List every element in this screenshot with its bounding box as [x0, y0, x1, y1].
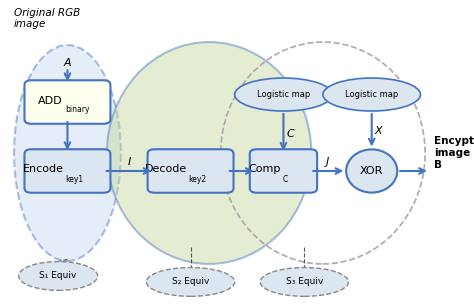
- Text: S₂ Equiv: S₂ Equiv: [172, 278, 209, 286]
- FancyBboxPatch shape: [25, 80, 110, 124]
- Text: A: A: [64, 58, 71, 68]
- Ellipse shape: [14, 45, 121, 261]
- FancyBboxPatch shape: [147, 149, 234, 193]
- Text: Encypted
image
B: Encypted image B: [434, 136, 474, 170]
- Ellipse shape: [235, 78, 332, 111]
- Text: S₁ Equiv: S₁ Equiv: [39, 271, 77, 281]
- Text: C: C: [287, 129, 294, 139]
- FancyBboxPatch shape: [250, 149, 317, 193]
- Text: binary: binary: [65, 105, 90, 114]
- FancyBboxPatch shape: [25, 149, 110, 193]
- Ellipse shape: [323, 78, 420, 111]
- Text: XOR: XOR: [360, 166, 383, 176]
- Ellipse shape: [107, 42, 311, 264]
- Ellipse shape: [260, 267, 348, 296]
- Text: key2: key2: [188, 175, 206, 184]
- Ellipse shape: [146, 267, 235, 296]
- Ellipse shape: [346, 149, 397, 192]
- Text: J: J: [326, 157, 329, 167]
- Text: X: X: [375, 125, 383, 136]
- Text: Encode: Encode: [23, 165, 64, 174]
- Text: I: I: [128, 157, 131, 167]
- Text: C: C: [283, 175, 288, 184]
- Text: key1: key1: [65, 175, 83, 184]
- Text: Logistic map: Logistic map: [345, 90, 398, 99]
- Text: ADD: ADD: [38, 95, 63, 106]
- Ellipse shape: [18, 262, 98, 290]
- Text: Original RGB
image: Original RGB image: [14, 8, 80, 29]
- Text: Logistic map: Logistic map: [257, 90, 310, 99]
- Text: Comp: Comp: [249, 165, 281, 174]
- Text: S₃ Equiv: S₃ Equiv: [286, 278, 323, 286]
- Text: Decode: Decode: [145, 165, 187, 174]
